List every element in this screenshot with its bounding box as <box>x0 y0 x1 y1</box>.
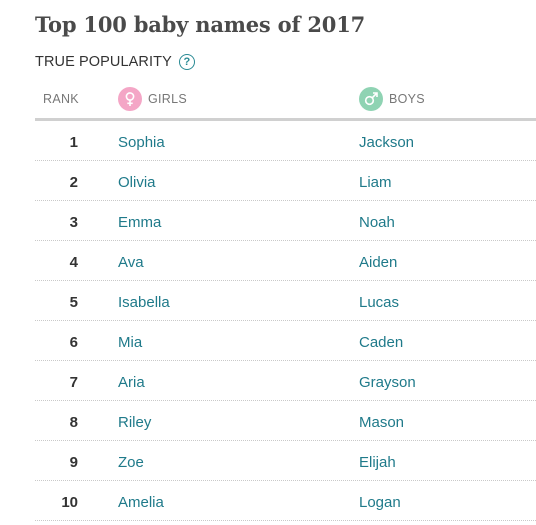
rank-header-label: RANK <box>43 92 79 106</box>
table-row: 7 Aria Grayson <box>35 361 536 401</box>
boy-name-link[interactable]: Mason <box>359 414 405 431</box>
girl-name-link[interactable]: Mia <box>118 334 143 351</box>
help-icon[interactable]: ? <box>178 54 195 70</box>
column-header-rank[interactable]: RANK <box>43 86 79 112</box>
girl-name-link[interactable]: Riley <box>118 414 152 431</box>
rank-cell: 6 <box>69 334 78 351</box>
table-row: 6 Mia Caden <box>35 321 536 361</box>
rank-cell: 2 <box>69 174 78 191</box>
table-row: 3 Emma Noah <box>35 201 536 241</box>
girl-name-link[interactable]: Emma <box>118 214 162 231</box>
rank-cell: 1 <box>69 134 78 151</box>
popularity-subheader: TRUE POPULARITY ? <box>35 54 195 70</box>
table-row: 4 Ava Aiden <box>35 241 536 281</box>
girl-name-link[interactable]: Zoe <box>118 454 144 471</box>
male-symbol-icon <box>359 87 383 111</box>
rank-cell: 9 <box>69 454 78 471</box>
rank-cell: 10 <box>61 494 78 511</box>
boy-name-link[interactable]: Elijah <box>359 454 396 471</box>
rank-cell: 7 <box>69 374 78 391</box>
table-row: 9 Zoe Elijah <box>35 441 536 481</box>
girl-name-link[interactable]: Sophia <box>118 134 165 151</box>
girl-name-link[interactable]: Olivia <box>118 174 156 191</box>
table-row: 5 Isabella Lucas <box>35 281 536 321</box>
boys-header-label: BOYS <box>389 92 425 106</box>
girl-name-link[interactable]: Aria <box>118 374 145 391</box>
girl-name-link[interactable]: Amelia <box>118 494 164 511</box>
table-row: 1 Sophia Jackson <box>35 121 536 161</box>
boy-name-link[interactable]: Grayson <box>359 374 416 391</box>
rank-cell: 8 <box>69 414 78 431</box>
girls-header-label: GIRLS <box>148 92 188 106</box>
girl-name-link[interactable]: Isabella <box>118 294 170 311</box>
boy-name-link[interactable]: Lucas <box>359 294 400 311</box>
boy-name-link[interactable]: Liam <box>359 174 392 191</box>
page-title: Top 100 baby names of 2017 <box>35 12 366 37</box>
column-header-girls[interactable]: GIRLS <box>118 86 187 112</box>
female-symbol-icon <box>118 87 142 111</box>
girl-name-link[interactable]: Ava <box>118 254 144 271</box>
boy-name-link[interactable]: Logan <box>359 494 401 511</box>
boy-name-link[interactable]: Noah <box>359 214 395 231</box>
table-row: 2 Olivia Liam <box>35 161 536 201</box>
header-divider <box>35 118 536 121</box>
rank-cell: 5 <box>69 294 78 311</box>
rank-cell: 4 <box>69 254 78 271</box>
names-table: 1 Sophia Jackson 2 Olivia Liam 3 Emma Noah 4 Ava Ai… <box>35 121 536 521</box>
boy-name-link[interactable]: Jackson <box>359 134 415 151</box>
column-header-boys[interactable]: BOYS <box>359 86 425 112</box>
rank-cell: 3 <box>69 214 78 231</box>
table-row: 8 Riley Mason <box>35 401 536 441</box>
table-row: 10 Amelia Logan <box>35 481 536 521</box>
boy-name-link[interactable]: Aiden <box>359 254 398 271</box>
boy-name-link[interactable]: Caden <box>359 334 404 351</box>
true-popularity-label: TRUE POPULARITY <box>35 54 172 70</box>
